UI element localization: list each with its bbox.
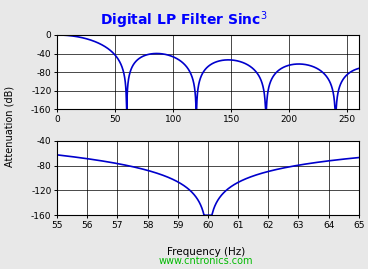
Text: Frequency (Hz): Frequency (Hz) xyxy=(167,246,245,257)
Text: www.cntronics.com: www.cntronics.com xyxy=(159,256,253,266)
Text: Digital LP Filter Sinc$^3$: Digital LP Filter Sinc$^3$ xyxy=(100,9,268,31)
Text: Attenuation (dB): Attenuation (dB) xyxy=(4,86,14,167)
